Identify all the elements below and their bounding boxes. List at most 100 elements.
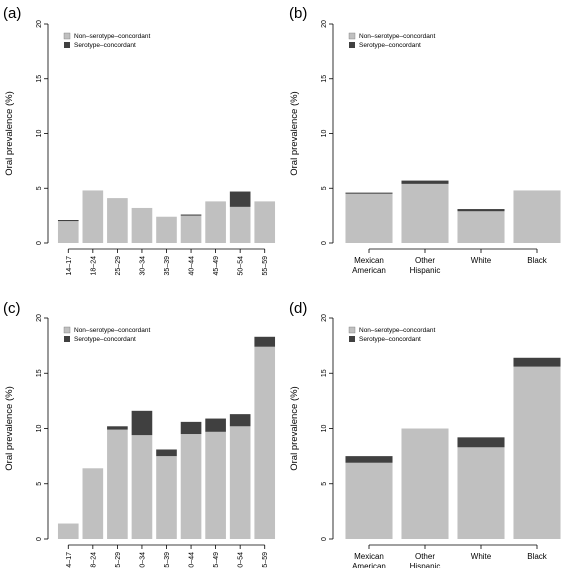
y-tick-label: 20 [36, 20, 43, 28]
y-axis-label: Oral prevalence (%) [289, 91, 300, 175]
legend-label-non: Non–serotype–concordant [359, 33, 435, 40]
y-axis-label: Oral prevalence (%) [4, 91, 15, 175]
bar-serotype-concordant [180, 214, 202, 216]
legend-swatch-sero [349, 42, 355, 48]
x-category-label: 45–49 [213, 552, 220, 568]
bar-serotype-concordant [457, 209, 505, 212]
bar-serotype-concordant [229, 414, 251, 427]
y-tick-label: 20 [321, 314, 328, 322]
x-category-label: 30–34 [139, 256, 146, 276]
bar-non-serotype-concordant [345, 462, 393, 539]
bar-non-serotype-concordant [457, 447, 505, 539]
y-tick-label: 0 [321, 241, 328, 245]
chart-panel-2: (b) 0 5 10 15 20 Oral prevalence (%) Mexican Ame… [289, 5, 561, 275]
legend-label-sero: Serotype–concordant [74, 42, 136, 49]
x-category-label: White [471, 552, 492, 561]
panel-label: (a) [3, 5, 21, 22]
bar-serotype-concordant [457, 437, 505, 448]
y-tick-label: 15 [36, 75, 43, 83]
x-category-label: 25–29 [115, 256, 122, 276]
bar-non-serotype-concordant [254, 346, 276, 539]
y-tick-label: 15 [321, 369, 328, 377]
legend-label-non: Non–serotype–concordant [359, 327, 435, 334]
x-category-label: Black [527, 256, 548, 265]
bar-non-serotype-concordant [180, 215, 202, 243]
chart-panel-4: (d) 0 5 10 15 20 Oral prevalence (%) Mexican Ame… [289, 300, 561, 568]
legend-label-non: Non–serotype–concordant [74, 33, 150, 40]
y-tick-label: 0 [36, 537, 43, 541]
bar-non-serotype-concordant [229, 206, 251, 243]
bar-serotype-concordant [345, 456, 393, 463]
bar-serotype-concordant [205, 418, 226, 432]
y-tick-label: 5 [321, 482, 328, 486]
bar-non-serotype-concordant [156, 456, 177, 539]
panel-label: (d) [289, 300, 307, 317]
bar-non-serotype-concordant [82, 468, 104, 539]
bar-non-serotype-concordant [513, 190, 561, 243]
x-category-label: 30–34 [139, 552, 146, 568]
bar-non-serotype-concordant [156, 216, 177, 243]
bar-non-serotype-concordant [254, 201, 276, 243]
x-category-label: 50–54 [238, 256, 245, 276]
x-category-label: 14–17 [66, 256, 73, 276]
bar-serotype-concordant [57, 220, 79, 222]
y-tick-label: 0 [321, 537, 328, 541]
bar-non-serotype-concordant [229, 426, 251, 539]
x-category-label: 55–59 [262, 552, 269, 568]
legend-swatch-sero [64, 336, 70, 342]
legend-label-sero: Serotype–concordant [74, 336, 136, 343]
y-tick-label: 5 [36, 186, 43, 190]
bar-serotype-concordant [107, 426, 128, 430]
legend-swatch-non [348, 326, 356, 334]
bar-non-serotype-concordant [457, 211, 505, 243]
x-category-label: 40–44 [189, 552, 196, 568]
x-category-label: 25–29 [115, 552, 122, 568]
x-category-label: 40–44 [189, 256, 196, 276]
bar-non-serotype-concordant [205, 431, 226, 539]
bar-serotype-concordant [513, 357, 561, 367]
bar-serotype-concordant [401, 180, 449, 184]
legend-swatch-sero [349, 336, 355, 342]
legend-swatch-non [63, 32, 71, 40]
x-category-label: Mexican American [352, 552, 386, 568]
x-category-label: Black [527, 552, 548, 561]
bar-non-serotype-concordant [57, 221, 79, 243]
y-tick-label: 10 [321, 425, 328, 433]
bar-serotype-concordant [156, 449, 177, 457]
x-category-label: 35–39 [164, 552, 171, 568]
y-axis-label: Oral prevalence (%) [4, 386, 15, 470]
legend-label-sero: Serotype–concordant [359, 336, 421, 343]
y-tick-label: 20 [321, 20, 328, 28]
y-tick-label: 10 [36, 425, 43, 433]
panel-label: (c) [3, 300, 21, 317]
bar-serotype-concordant [131, 410, 153, 436]
bar-serotype-concordant [229, 191, 251, 207]
legend-swatch-non [63, 326, 71, 334]
x-category-label: White [471, 256, 492, 265]
legend-swatch-sero [64, 42, 70, 48]
bar-serotype-concordant [254, 336, 276, 347]
bar-non-serotype-concordant [345, 193, 393, 243]
y-axis-label: Oral prevalence (%) [289, 386, 300, 470]
bar-non-serotype-concordant [107, 429, 128, 539]
y-tick-label: 10 [36, 130, 43, 138]
bar-non-serotype-concordant [131, 435, 153, 539]
legend-swatch-non [348, 32, 356, 40]
chart-panel-1: (a) 0 5 10 15 20 Oral prevalence (%) 14–17 18–24… [3, 5, 276, 276]
y-tick-label: 5 [321, 186, 328, 190]
bar-non-serotype-concordant [107, 198, 128, 243]
chart-panel-3: (c) 0 5 10 15 20 Oral prevalence (%) 14–17 18–24… [3, 300, 276, 568]
bar-non-serotype-concordant [205, 201, 226, 243]
bar-non-serotype-concordant [401, 183, 449, 243]
y-tick-label: 5 [36, 482, 43, 486]
x-category-label: 55–59 [262, 256, 269, 276]
bar-non-serotype-concordant [82, 190, 104, 243]
bar-non-serotype-concordant [57, 523, 79, 539]
bar-non-serotype-concordant [401, 428, 449, 539]
x-category-label: 14–17 [66, 552, 73, 568]
bar-non-serotype-concordant [180, 434, 202, 539]
y-tick-label: 10 [321, 130, 328, 138]
x-category-label: Other Hispanic [410, 256, 441, 275]
bar-serotype-concordant [180, 421, 202, 435]
